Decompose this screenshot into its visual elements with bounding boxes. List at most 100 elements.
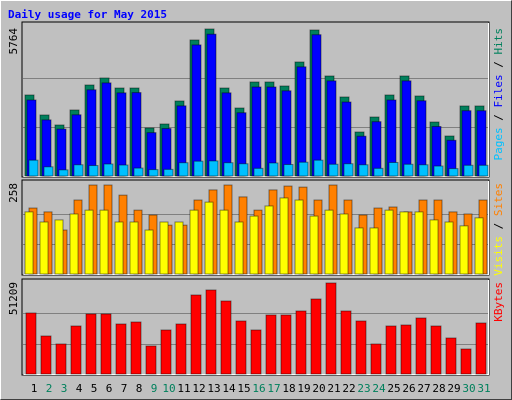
x-tick-label: 9: [151, 382, 158, 395]
panel-highlight: [23, 280, 489, 375]
bar: [193, 160, 204, 177]
x-tick-label: 23: [357, 382, 370, 395]
bar: [354, 227, 364, 275]
x-tick-label: 21: [327, 382, 340, 395]
x-tick-label: 8: [136, 382, 143, 395]
bar: [430, 325, 442, 375]
bar: [116, 92, 127, 177]
bar: [101, 82, 112, 177]
x-tick-label: 5: [91, 382, 98, 395]
bar: [70, 325, 82, 375]
bar: [373, 167, 384, 177]
bar: [133, 167, 144, 177]
bar: [131, 92, 142, 177]
legend-entry: Pages: [492, 127, 505, 160]
chart-title: Daily usage for May 2015: [8, 8, 167, 21]
bar: [39, 221, 49, 275]
bar: [249, 215, 259, 275]
bar: [238, 163, 249, 177]
x-tick-label: 30: [462, 382, 475, 395]
bar: [25, 312, 37, 375]
x-tick-label: 31: [477, 382, 490, 395]
legend-separator: /: [492, 216, 505, 236]
bar: [145, 345, 157, 375]
legend-separator: /: [492, 55, 505, 75]
legend-separator: /: [492, 108, 505, 128]
bar: [129, 221, 139, 275]
bar: [234, 221, 244, 275]
x-tick-label: 7: [121, 382, 128, 395]
bar: [400, 324, 412, 375]
bar: [401, 80, 412, 177]
y-tick-label: 5764: [7, 28, 20, 55]
x-tick-label: 13: [207, 382, 220, 395]
bar: [73, 164, 84, 177]
x-tick-label: 28: [432, 382, 445, 395]
bar: [475, 322, 487, 375]
y-tick-label: 258: [7, 183, 20, 203]
x-tick-label: 10: [162, 382, 175, 395]
bar: [429, 219, 439, 275]
x-tick-label: 17: [267, 382, 280, 395]
x-tick-label: 16: [252, 382, 265, 395]
x-tick-label: 3: [61, 382, 68, 395]
bar: [448, 168, 459, 177]
bar: [58, 169, 69, 177]
bar: [265, 314, 277, 375]
bar: [325, 282, 337, 375]
bar: [369, 227, 379, 275]
bar: [253, 167, 264, 177]
bar: [205, 289, 217, 375]
x-tick-label: 2: [46, 382, 53, 395]
x-tick-label: 25: [387, 382, 400, 395]
bar: [328, 163, 339, 177]
bar: [189, 209, 199, 275]
bar: [414, 211, 424, 275]
bar: [343, 163, 354, 177]
x-tick-label: 27: [417, 382, 430, 395]
bar: [283, 164, 294, 177]
bar: [86, 89, 97, 177]
legend-entry: Visits: [492, 236, 505, 276]
bar: [175, 323, 187, 375]
bar: [219, 209, 229, 275]
bar: [355, 320, 367, 375]
bar: [191, 44, 202, 177]
bar: [399, 211, 409, 275]
bar: [433, 165, 444, 177]
bar: [403, 163, 414, 177]
bar: [415, 317, 427, 375]
bar: [310, 298, 322, 375]
legend-entry: KBytes: [492, 282, 505, 322]
bar: [418, 164, 429, 177]
bar: [264, 205, 274, 275]
bar: [339, 213, 349, 275]
bar: [24, 211, 34, 275]
bar: [178, 162, 189, 177]
bar: [55, 343, 67, 375]
bar: [54, 219, 64, 275]
bar: [460, 348, 472, 375]
bar: [40, 335, 52, 375]
bar: [103, 163, 114, 177]
bar: [223, 162, 234, 177]
bar: [313, 159, 324, 177]
bar: [295, 310, 307, 375]
bar: [56, 128, 67, 177]
bar: [190, 294, 202, 375]
bar: [251, 86, 262, 177]
x-tick-label: 20: [312, 382, 325, 395]
x-tick-label: 14: [222, 382, 236, 395]
bar: [220, 300, 232, 375]
bar: [144, 229, 154, 275]
bar: [159, 221, 169, 275]
bar: [43, 166, 54, 177]
panel-highlight: [23, 181, 489, 275]
x-tick-label: 12: [192, 382, 205, 395]
bar: [160, 329, 172, 375]
bar: [130, 321, 142, 375]
x-tick-label: 1: [31, 382, 38, 395]
bar: [250, 329, 262, 375]
